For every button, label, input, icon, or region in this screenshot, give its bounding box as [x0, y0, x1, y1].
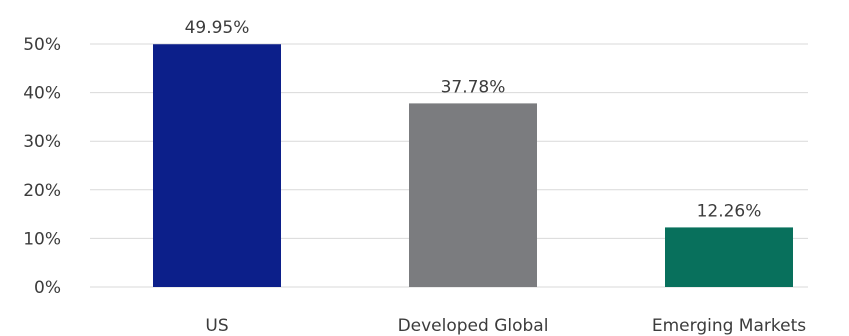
- y-tick-label-30: 30%: [23, 132, 61, 152]
- data-label-developed-global: 37.78%: [441, 77, 506, 97]
- y-tick-label-20: 20%: [23, 181, 61, 201]
- bar-developed-global: [409, 103, 537, 288]
- category-label-developed-global: Developed Global: [398, 316, 549, 336]
- y-tick-label-10: 10%: [23, 229, 61, 249]
- y-tick-label-40: 40%: [23, 84, 61, 104]
- category-label-emerging-markets: Emerging Markets: [652, 316, 806, 336]
- y-tick-label-0: 0%: [34, 278, 61, 298]
- data-labels: 49.95% 37.78% 12.26%: [185, 18, 762, 221]
- bar-emerging-markets: [665, 227, 793, 287]
- x-axis-category-labels: US Developed Global Emerging Markets: [205, 316, 806, 336]
- bar-us: [153, 44, 281, 288]
- bars: [153, 44, 793, 288]
- y-tick-label-50: 50%: [23, 35, 61, 55]
- data-label-emerging-markets: 12.26%: [697, 201, 762, 221]
- category-label-us: US: [205, 316, 228, 336]
- data-label-us: 49.95%: [185, 18, 250, 38]
- y-axis-tick-labels: 0% 10% 20% 30% 40% 50%: [23, 35, 61, 298]
